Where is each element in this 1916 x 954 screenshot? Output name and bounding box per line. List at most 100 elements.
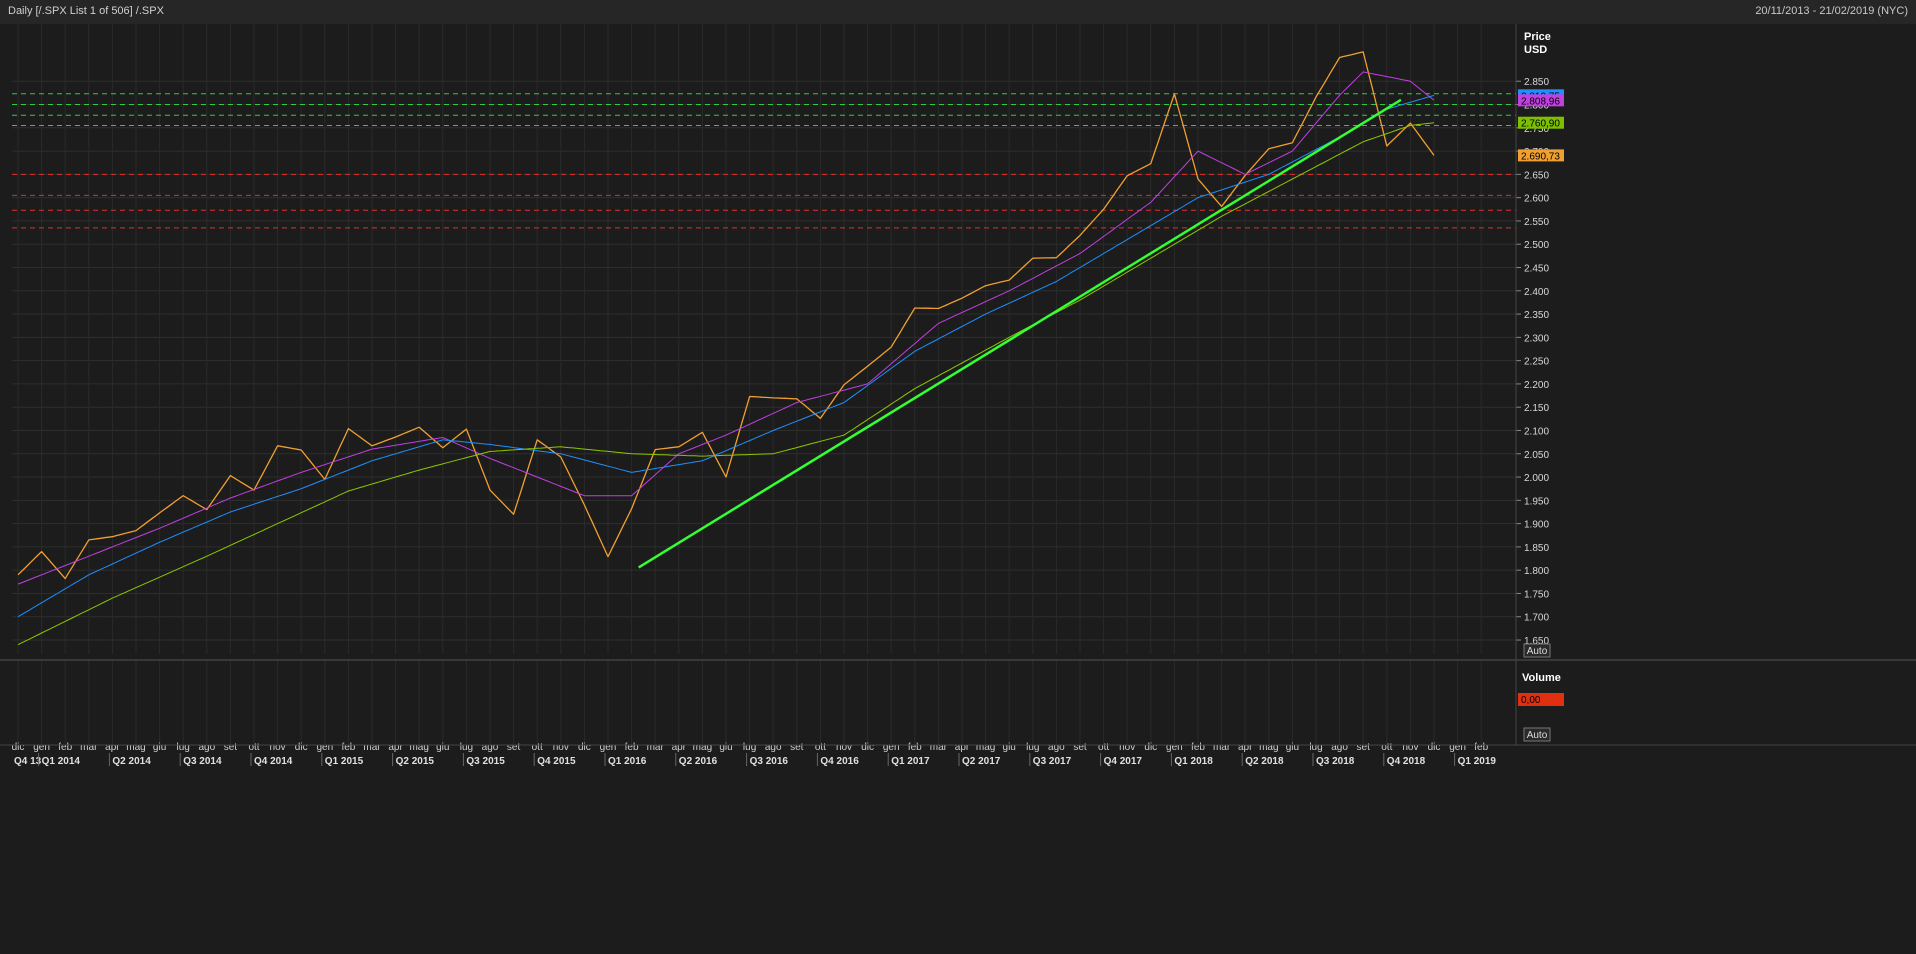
volume-label: Volume [1522, 672, 1561, 684]
quarter-label-21: Q1 2019 [1458, 756, 1497, 767]
y-tick-label-18: 2.550 [1524, 217, 1549, 228]
price-chart[interactable]: 1.650 1.700 1.750 1.800 1.850 1.900 1.950 2.000… [0, 24, 1916, 954]
month-label-47: nov [1119, 742, 1135, 753]
y-tick-label-20: 2.650 [1524, 170, 1549, 181]
quarter-label-10: Q2 2016 [679, 756, 718, 767]
month-label-61: gen [1449, 742, 1466, 753]
month-label-32: ago [765, 742, 782, 753]
series-ma-long[interactable] [17, 122, 1435, 646]
month-label-13: gen [316, 742, 333, 753]
month-label-51: mar [1213, 742, 1231, 753]
month-label-20: ago [482, 742, 499, 753]
month-label-4: apr [105, 742, 120, 753]
y-tick-label-7: 2.000 [1524, 473, 1549, 484]
y-tick-label-17: 2.500 [1524, 240, 1549, 251]
y-tick-label-9: 2.100 [1524, 426, 1549, 437]
volume-value: 0,00 [1521, 695, 1541, 706]
month-label-38: feb [908, 742, 922, 753]
price-badge-3 [1518, 149, 1564, 162]
quarter-label-0: Q4 13 [14, 756, 42, 767]
price-badge-1 [1518, 94, 1564, 107]
grid [12, 24, 1516, 745]
month-label-27: mar [647, 742, 665, 753]
chart-background [0, 24, 1916, 954]
month-label-31: lug [743, 742, 756, 753]
date-range: 20/11/2013 - 21/02/2019 (NYC) [1755, 5, 1908, 17]
month-label-50: feb [1191, 742, 1205, 753]
currency-label: USD [1524, 44, 1547, 56]
volume-auto-button[interactable] [1523, 727, 1551, 742]
month-label-53: mag [1259, 742, 1278, 753]
y-tick-label-5: 1.900 [1524, 520, 1549, 531]
month-label-62: feb [1474, 742, 1488, 753]
quarter-label-7: Q3 2015 [466, 756, 505, 767]
quarter-label-3: Q3 2014 [183, 756, 222, 767]
month-label-16: apr [388, 742, 403, 753]
month-label-17: mag [409, 742, 428, 753]
month-label-19: lug [460, 742, 473, 753]
month-label-15: mar [363, 742, 381, 753]
month-label-14: feb [341, 742, 355, 753]
month-label-44: ago [1048, 742, 1065, 753]
quarter-label-18: Q2 2018 [1245, 756, 1284, 767]
y-tick-label-11: 2.200 [1524, 380, 1549, 391]
month-label-9: set [224, 742, 238, 753]
series-ma-short[interactable] [17, 71, 1435, 585]
price-badge-label-3: 2.690,73 [1521, 151, 1560, 162]
month-label-5: mag [126, 742, 145, 753]
month-label-6: giu [153, 742, 166, 753]
month-label-34: ott [815, 742, 826, 753]
month-label-56: ago [1331, 742, 1348, 753]
quarter-label-1: Q1 2014 [42, 756, 81, 767]
y-tick-label-16: 2.450 [1524, 263, 1549, 274]
y-tick-label-8: 2.050 [1524, 450, 1549, 461]
month-label-42: giu [1003, 742, 1016, 753]
y-tick-label-4: 1.850 [1524, 543, 1549, 554]
chart-title: Daily [/.SPX List 1 of 506] /.SPX [8, 5, 164, 17]
series-price[interactable] [17, 51, 1435, 580]
y-tick-label-0: 1.650 [1524, 636, 1549, 647]
y-tick-label-10: 2.150 [1524, 403, 1549, 414]
y-tick-label-12: 2.250 [1524, 357, 1549, 368]
time-axis: dic gen feb mar apr mag giu lug ago set ott nov dic g… [12, 742, 1497, 767]
support-resistance-lines [12, 93, 1516, 229]
month-label-26: feb [625, 742, 639, 753]
y-tick-label-14: 2.350 [1524, 310, 1549, 321]
month-label-2: feb [58, 742, 72, 753]
price-badges: 2.819,752.808,962.760,902.690,73 [1518, 89, 1564, 162]
series-trendline[interactable] [638, 98, 1402, 569]
y-tick-label-3: 1.800 [1524, 566, 1549, 577]
month-label-48: dic [1144, 742, 1157, 753]
month-label-23: nov [553, 742, 569, 753]
quarter-label-9: Q1 2016 [608, 756, 647, 767]
month-label-12: dic [295, 742, 308, 753]
quarter-label-12: Q4 2016 [820, 756, 859, 767]
quarter-label-6: Q2 2015 [396, 756, 435, 767]
header-bar: Daily [/.SPX List 1 of 506] /.SPX 20/11/… [0, 0, 1916, 25]
series-ma-mid[interactable] [17, 94, 1435, 618]
month-label-59: nov [1402, 742, 1418, 753]
month-label-29: mag [693, 742, 712, 753]
month-label-22: ott [532, 742, 543, 753]
price-badge-2 [1518, 116, 1564, 129]
month-label-37: gen [883, 742, 900, 753]
quarter-label-16: Q4 2017 [1104, 756, 1143, 767]
quarter-label-2: Q2 2014 [112, 756, 151, 767]
month-label-11: nov [270, 742, 286, 753]
price-label: Price [1524, 31, 1551, 43]
month-label-40: apr [955, 742, 970, 753]
quarter-label-19: Q3 2018 [1316, 756, 1355, 767]
price-auto-button[interactable] [1523, 643, 1551, 658]
price-badge-label-2: 2.760,90 [1521, 119, 1560, 130]
month-label-35: nov [836, 742, 852, 753]
y-tick-label-2: 1.750 [1524, 589, 1549, 600]
quarter-label-5: Q1 2015 [325, 756, 364, 767]
quarter-label-11: Q3 2016 [750, 756, 789, 767]
volume-value-badge [1518, 693, 1564, 706]
price-badge-label-1: 2.808,96 [1521, 96, 1560, 107]
month-label-1: gen [33, 742, 50, 753]
y-tick-label-13: 2.300 [1524, 333, 1549, 344]
month-label-60: dic [1428, 742, 1441, 753]
month-label-21: set [507, 742, 521, 753]
month-label-52: apr [1238, 742, 1253, 753]
